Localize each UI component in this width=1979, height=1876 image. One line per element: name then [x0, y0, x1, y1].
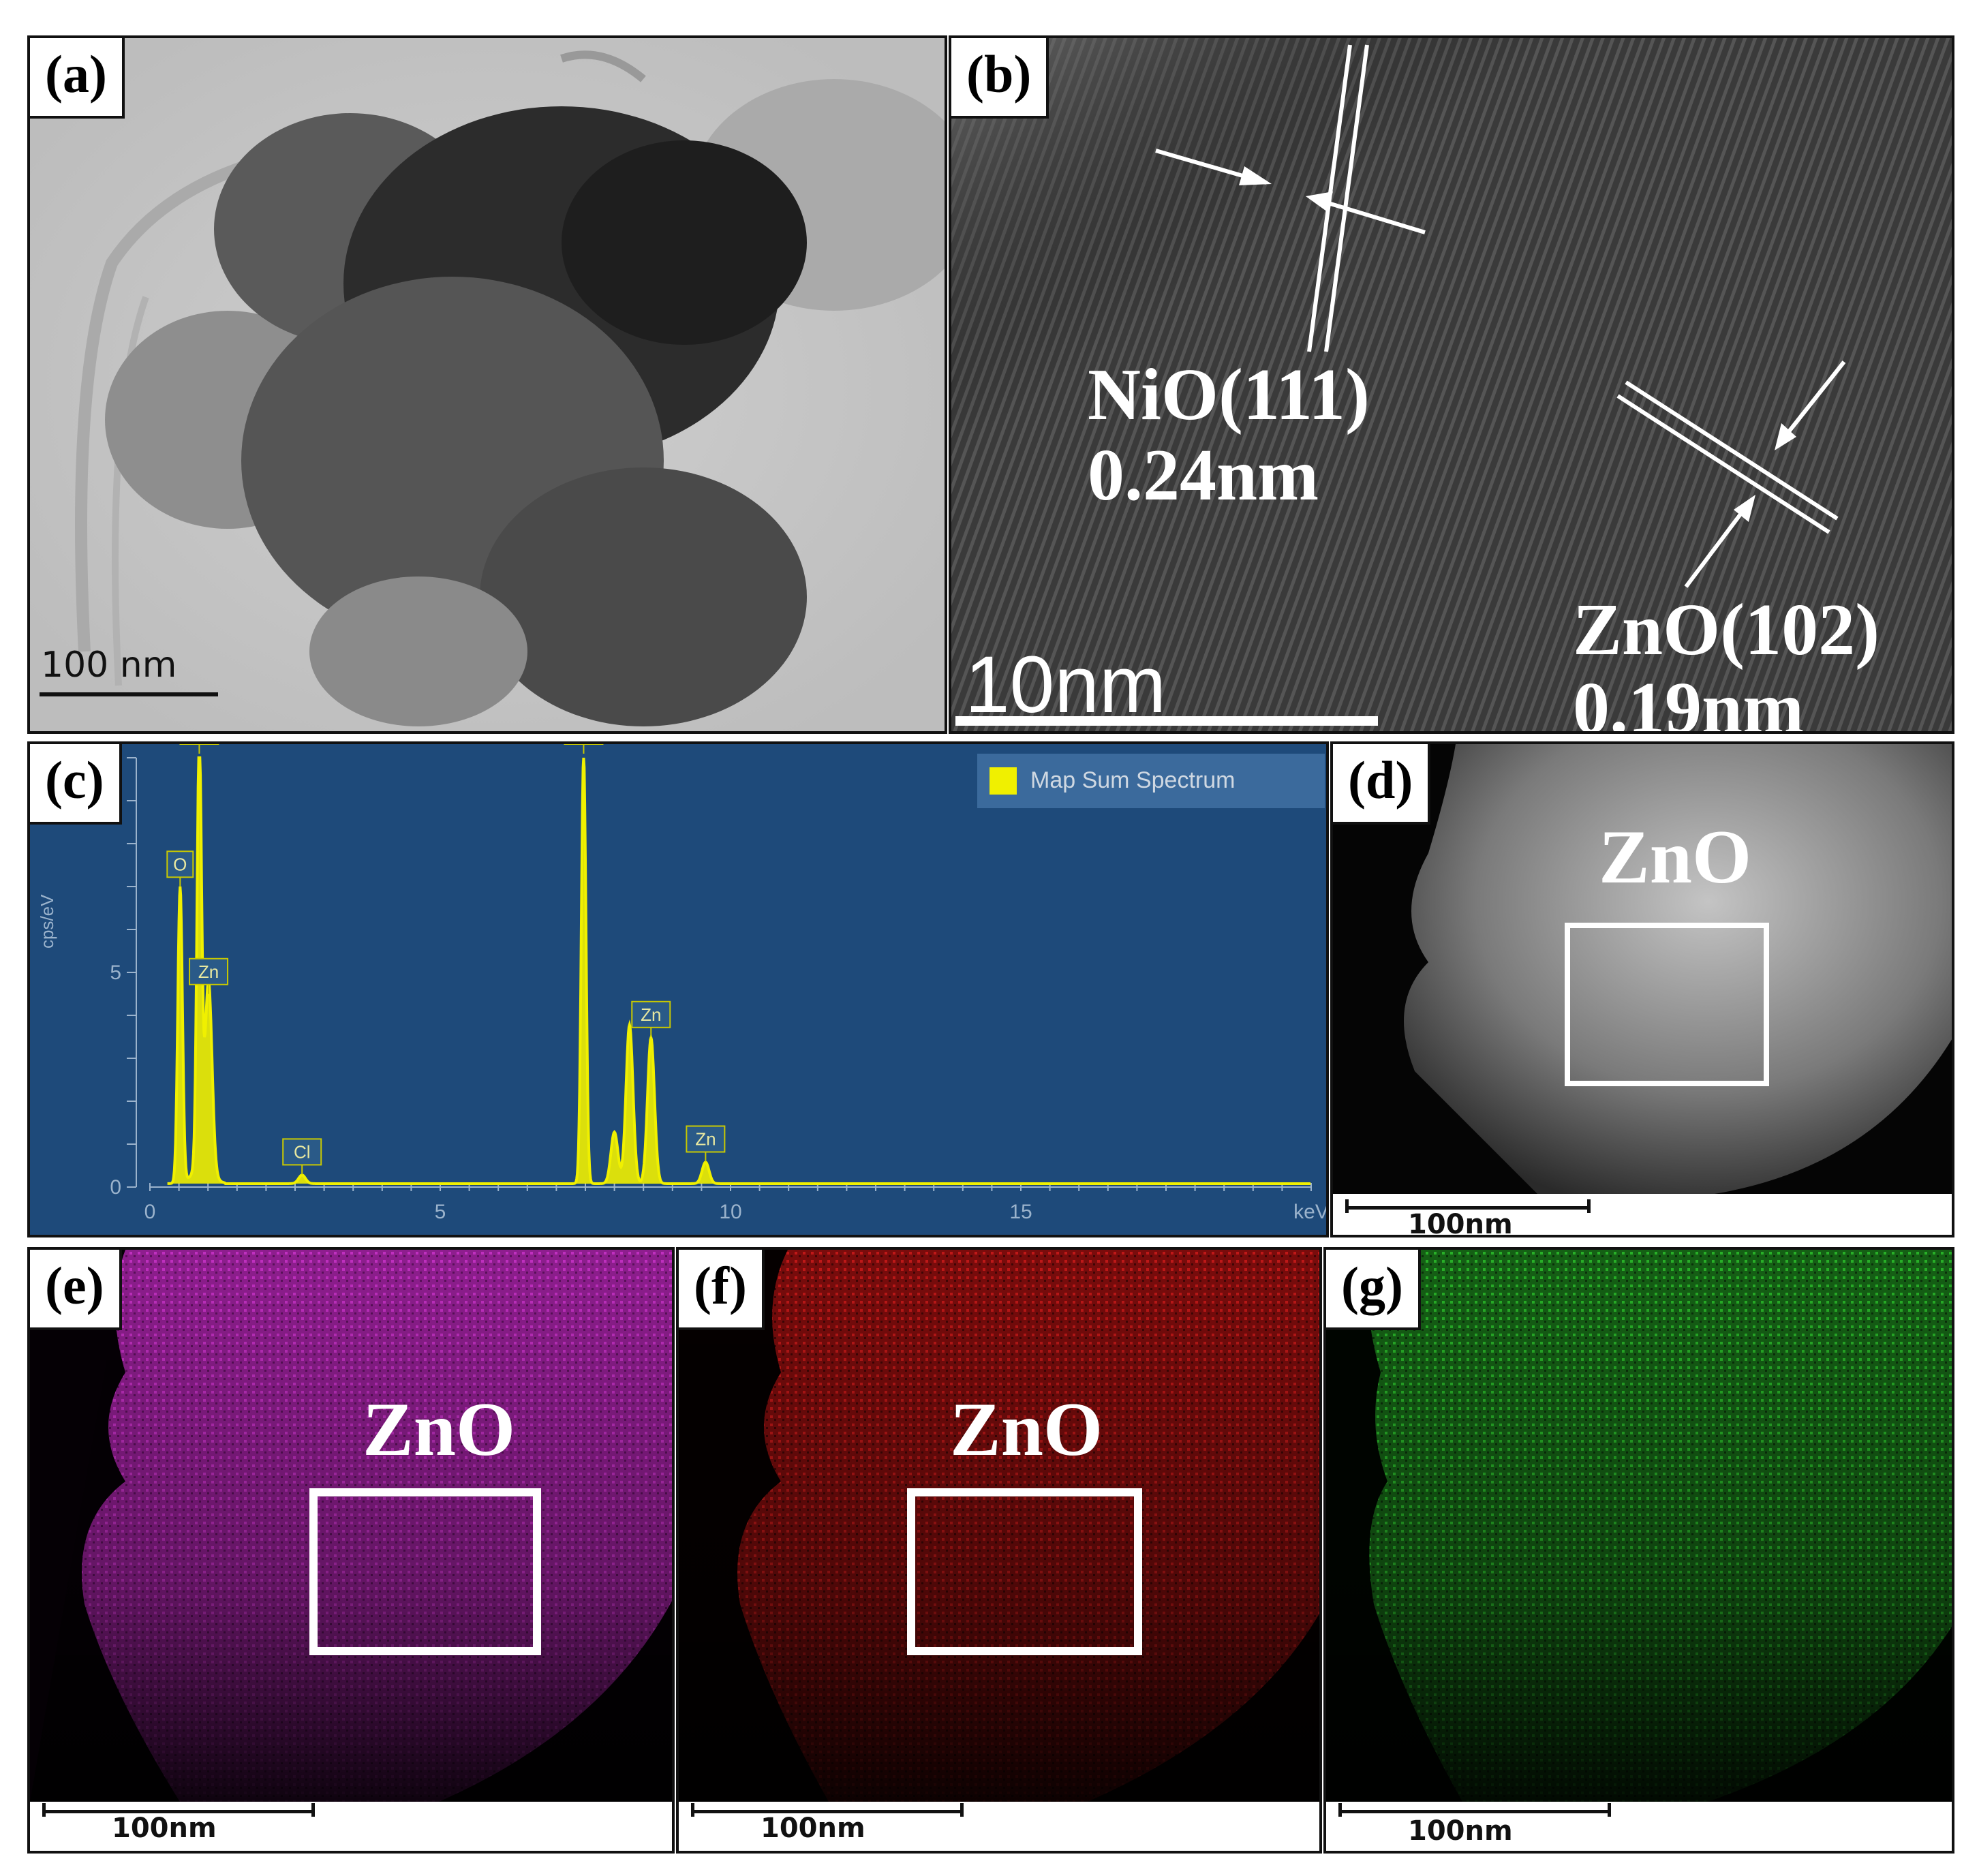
- x-tick-label: 0: [144, 1201, 156, 1223]
- x-tick-label: 10: [719, 1201, 741, 1223]
- legend-swatch: [989, 767, 1017, 795]
- scale-tick-f-right: [960, 1803, 964, 1817]
- panel-label-c: (c): [30, 744, 122, 825]
- legend-label: Map Sum Spectrum: [1030, 767, 1236, 793]
- panel-label-e: (e): [30, 1250, 122, 1330]
- scale-bar-f: [691, 1810, 964, 1813]
- peak-label-cl: Cl: [294, 1141, 311, 1162]
- panel-e-eds-map: ZnO 100nm (e): [27, 1247, 675, 1854]
- scale-label-d: 100nm: [1408, 1209, 1513, 1237]
- eds-map-g: [1326, 1250, 1952, 1802]
- spectrum-series: [167, 756, 1311, 1185]
- panel-label-b: (b): [951, 38, 1049, 119]
- eds-map-f: [679, 1250, 1319, 1802]
- eds-chart: 051015keV05ONiZnClNiZnZn: [110, 744, 1329, 1223]
- scale-label-f: 100nm: [761, 1813, 865, 1844]
- panel-label-f: (f): [679, 1250, 765, 1330]
- panel-a-tem-image: 100 nm (a): [27, 35, 947, 734]
- peak-label-box: [282, 1138, 322, 1166]
- scale-tick-g-right: [1608, 1803, 1611, 1817]
- tem-particles: [30, 38, 945, 731]
- lattice-fringes: [951, 38, 1952, 731]
- peak-label-zn: Zn: [695, 1129, 716, 1150]
- panel-b-hrtem-image: NiO(111) 0.24nm ZnO(102) 0.19nm 10nm (b): [949, 35, 1954, 734]
- zno-phase-label: ZnO(102): [1573, 589, 1880, 671]
- scale-tick-g-left: [1338, 1803, 1342, 1817]
- x-tick-label: 15: [1009, 1201, 1032, 1223]
- zno-region-box-f: [907, 1488, 1142, 1655]
- x-tick-label: 5: [435, 1201, 446, 1223]
- zno-region-box-e: [309, 1488, 541, 1655]
- nio-phase-label: NiO(111): [1088, 354, 1370, 435]
- scale-tick-f-left: [691, 1803, 694, 1817]
- scale-bar-a: [40, 692, 218, 696]
- y-axis-label: cps/eV: [37, 894, 57, 949]
- x-tick-label: keV: [1293, 1201, 1329, 1223]
- legend: Map Sum Spectrum: [977, 754, 1325, 808]
- eds-map-e: [30, 1250, 672, 1802]
- y-tick-label: 0: [110, 1176, 121, 1199]
- zno-spacing-label: 0.19nm: [1573, 668, 1805, 734]
- scale-tick-e-right: [311, 1803, 315, 1817]
- panel-c-eds-spectrum: 051015keV05ONiZnClNiZnZn Map Sum Spectru…: [27, 741, 1329, 1237]
- zno-label-f: ZnO: [950, 1387, 1103, 1472]
- panel-g-eds-map: 100nm (g): [1323, 1247, 1954, 1854]
- nio-spacing-label: 0.24nm: [1088, 435, 1319, 516]
- scale-label-a: 100 nm: [41, 645, 177, 686]
- peak-label-zn: Zn: [641, 1004, 661, 1025]
- scale-bar-g: [1338, 1810, 1611, 1813]
- panel-label-a: (a): [30, 38, 125, 119]
- scale-tick-d-right: [1587, 1199, 1591, 1213]
- panel-label-d: (d): [1333, 744, 1431, 825]
- peak-label-box: [631, 1000, 671, 1028]
- scale-tick-e-left: [42, 1803, 46, 1817]
- y-tick-label: 5: [110, 962, 121, 984]
- scale-label-e: 100nm: [112, 1813, 217, 1844]
- peak-label-o: O: [173, 854, 187, 874]
- panel-f-eds-map: ZnO 100nm (f): [676, 1247, 1322, 1854]
- peak-label-zn: Zn: [198, 962, 219, 982]
- scale-bar-e: [42, 1810, 315, 1813]
- scale-bar-d: [1345, 1206, 1591, 1210]
- scale-tick-d-left: [1345, 1199, 1349, 1213]
- zno-label-e: ZnO: [363, 1387, 516, 1472]
- peak-label-box: [686, 1125, 726, 1153]
- zno-region-box-d: [1565, 923, 1769, 1086]
- panel-label-g: (g): [1326, 1250, 1421, 1330]
- panel-d-haadf-image: ZnO 100nm (d): [1330, 741, 1954, 1237]
- haadf-image: [1333, 744, 1952, 1194]
- scale-label-g: 100nm: [1408, 1815, 1513, 1847]
- zno-label-d: ZnO: [1599, 815, 1752, 899]
- scale-label-b: 10nm: [965, 640, 1167, 730]
